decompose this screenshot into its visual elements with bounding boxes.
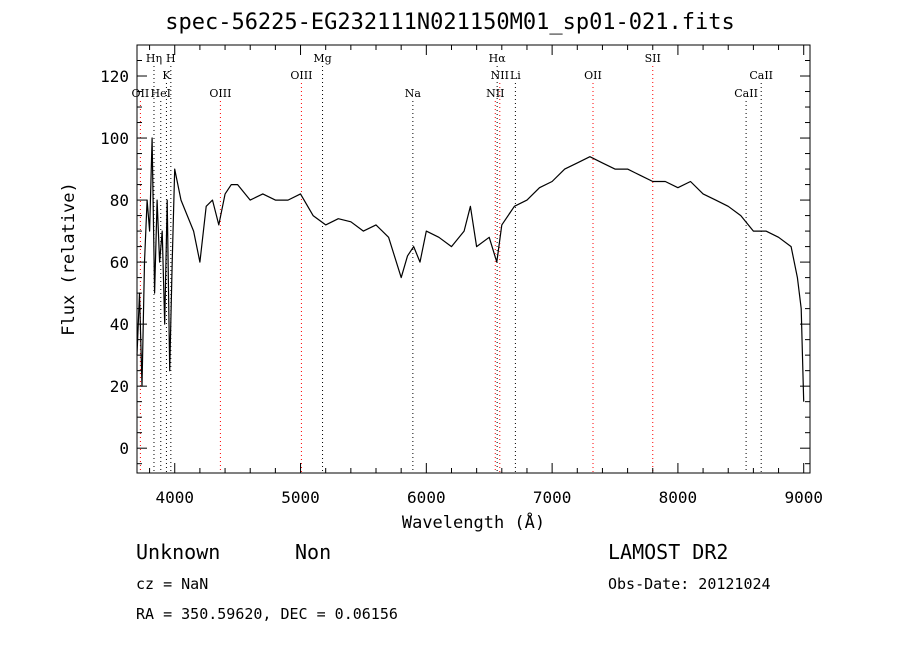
object-class: Unknown [136,540,221,564]
flux-series-line [136,137,805,402]
y-tick-label: 40 [110,315,129,334]
spectral-line-label: Na [405,87,422,100]
coordinates-readout: RA = 350.59620, DEC = 0.06156 [136,605,398,623]
spectral-line-label: NII [486,87,504,100]
chart-title: spec-56225-EG232111N021150M01_sp01-021.f… [165,10,735,35]
x-tick-label: 4000 [155,488,194,507]
x-tick-label: 8000 [659,488,698,507]
spectral-line-label: OIII [290,69,312,82]
spectral-line-label: H [166,52,176,65]
object-subclass: Non [295,540,332,564]
x-tick-label: 9000 [784,488,823,507]
y-tick-label: 100 [100,129,129,148]
x-axis-label: Wavelength (Å) [402,511,545,533]
survey-name: LAMOST DR2 [608,540,729,564]
plot-frame [136,44,811,474]
spectral-line-label: Hη [146,52,162,65]
spectral-line-label: NII [491,69,509,82]
x-tick-label: 7000 [533,488,572,507]
spectral-line-label: HeI [151,87,171,100]
y-tick-label: 80 [110,191,129,210]
observation-date: Obs-Date: 20121024 [608,575,771,593]
y-tick-label: 20 [110,377,129,396]
y-tick-label: 0 [119,439,129,458]
axes-layer: 4000 5000 6000 7000 8000 9000 0 20 40 60 80 100 120 [100,45,823,507]
spectral-line-label: K [162,69,171,82]
y-tick-label: 120 [100,67,129,86]
x-tick-label: 6000 [407,488,446,507]
x-tick-label: 5000 [281,488,320,507]
spectral-line-label: OIII [209,87,231,100]
spectral-line-label: CaII [749,69,773,82]
spectral-line-label: OII [132,87,150,100]
series-layer [136,137,805,402]
spectral-line-label: Li [510,69,521,82]
y-axis-label: Flux (relative) [59,182,79,336]
spectral-line-label: Hα [489,52,507,65]
spectral-line-label: SII [645,52,661,65]
spectral-line-label: Mg [313,52,331,65]
redshift-readout: cz = NaN [136,575,209,593]
y-tick-label: 60 [110,253,129,272]
spectral-line-label: CaII [734,87,758,100]
spectral-line-label: OII [584,69,602,82]
